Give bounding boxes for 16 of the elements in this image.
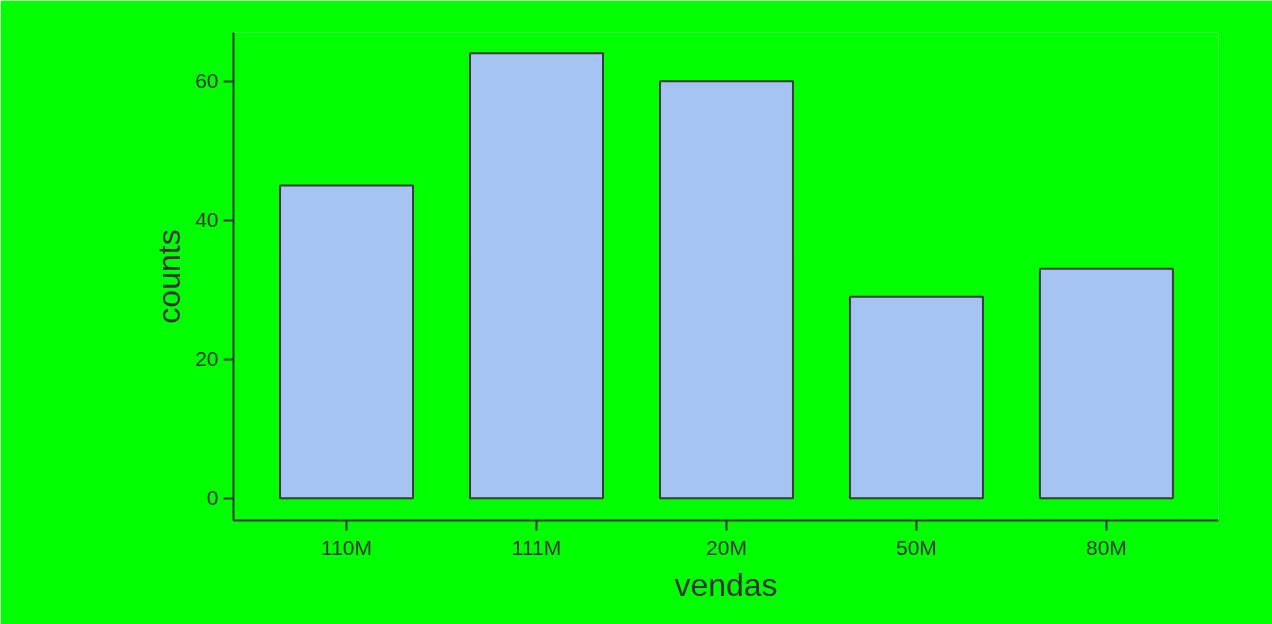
x-tick-label: 80M [1085,535,1127,559]
y-tick-label: 20 [195,347,219,371]
y-axis-title: counts [151,229,188,324]
y-tick-label: 0 [206,486,219,510]
bar [1038,267,1174,500]
bar [658,80,794,500]
y-tick-label: 40 [195,208,219,232]
bar [279,184,415,500]
bar [469,52,604,500]
x-tick-label: 110M [321,535,373,559]
x-tick-label: 50M [896,535,937,559]
x-tick-label: 111M [511,535,562,559]
bar [848,295,984,500]
y-tick-label: 60 [195,69,219,93]
x-axis-title: vendas [674,566,778,603]
x-tick-label: 20M [706,535,747,559]
